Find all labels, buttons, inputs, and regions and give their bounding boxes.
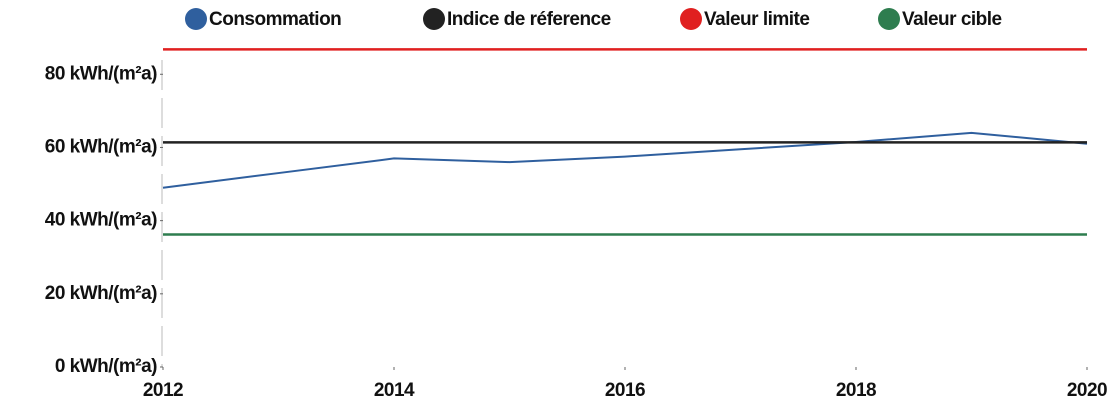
y-tick-label: 0 kWh/(m²a)	[55, 356, 157, 377]
y-tick-label: 80 kWh/(m²a)	[45, 63, 157, 84]
y-tick-label: 40 kWh/(m²a)	[45, 210, 157, 231]
legend-marker	[680, 8, 702, 30]
x-tick-label: 2016	[605, 380, 645, 401]
series-line	[162, 131, 1088, 189]
legend-label: Valeur limite	[704, 9, 809, 30]
x-tick-label: 2018	[836, 380, 876, 401]
x-tick-label: 2014	[374, 380, 415, 401]
x-tick-label: 2012	[143, 380, 183, 401]
legend-label: Consommation	[209, 9, 341, 30]
x-tick-label: 2020	[1067, 380, 1107, 401]
y-tick-label: 60 kWh/(m²a)	[45, 136, 157, 157]
legend-marker	[423, 8, 445, 30]
legend-label: Indice de réference	[447, 9, 611, 30]
legend-marker	[878, 8, 900, 30]
legend-label: Valeur cible	[902, 9, 1002, 30]
y-tick-label: 20 kWh/(m²a)	[45, 283, 157, 304]
legend-marker	[185, 8, 207, 30]
